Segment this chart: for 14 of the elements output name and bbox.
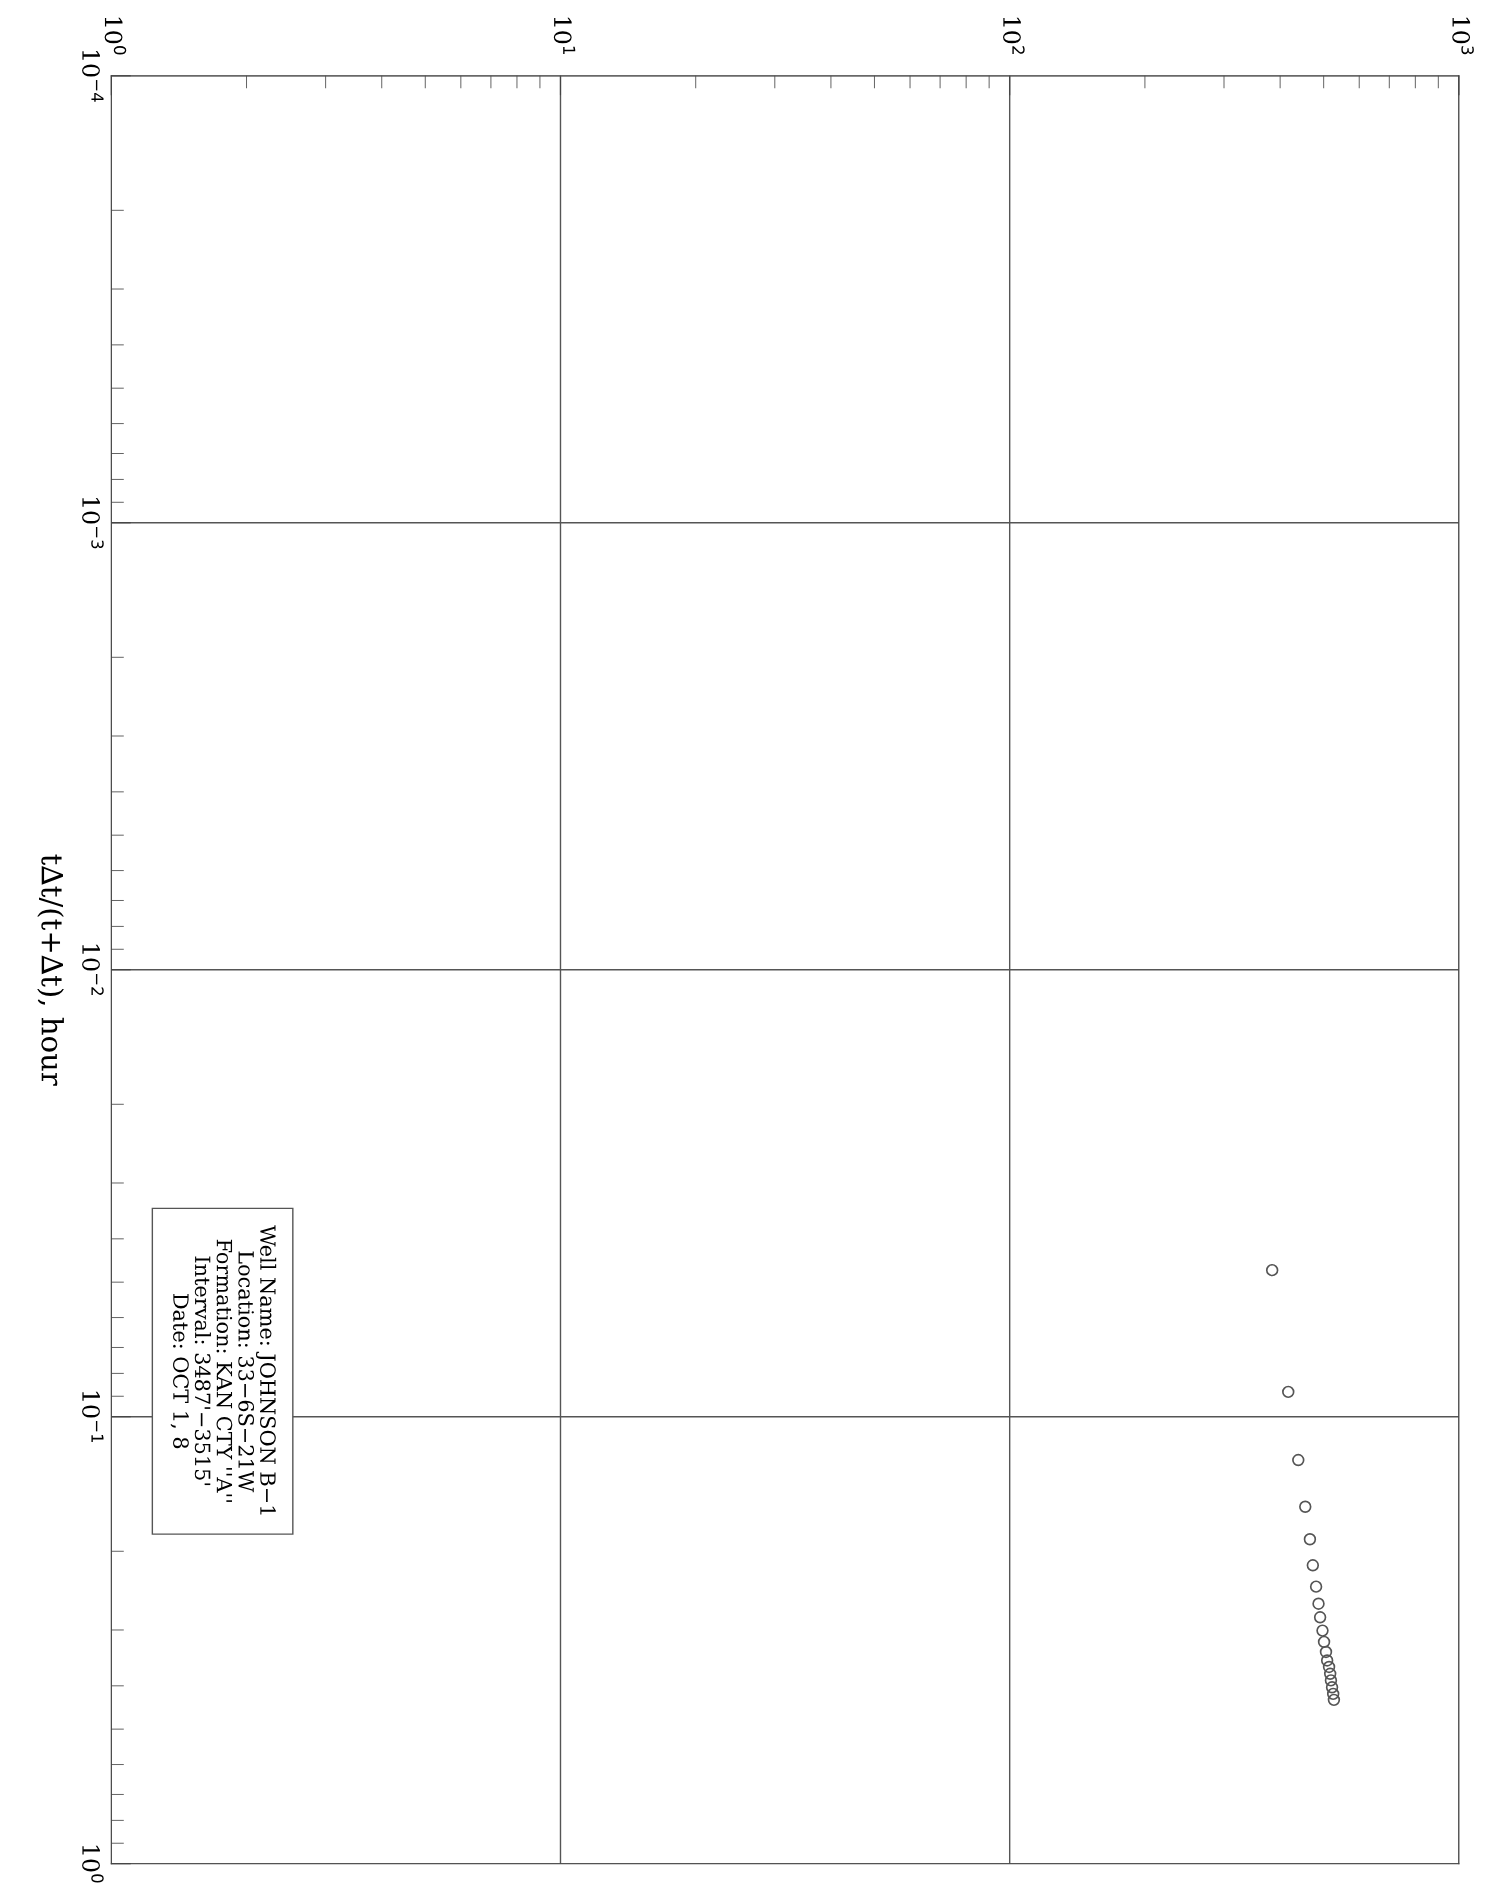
y-tick-label: 10$^{0}$ xyxy=(82,1845,104,1883)
y-tick-label: 10$^{−2}$ xyxy=(82,944,104,995)
y-tick-label: 10$^{−4}$ xyxy=(82,50,104,102)
y-axis-title: t∆t/(t+∆t), hour xyxy=(37,854,64,1086)
annotation: Location: 33−6S−21W xyxy=(238,1251,255,1493)
x-tick-label: 10$^{1}$ xyxy=(553,17,576,55)
annotation: Date: OCT 1, 8 xyxy=(170,1294,189,1449)
y-tick-label: 10$^{−3}$ xyxy=(82,497,104,549)
x-tick-label: 10$^{3}$ xyxy=(1452,17,1474,55)
y-tick-label: 10$^{−1}$ xyxy=(82,1391,104,1443)
annotation: Interval: 3487'−3515' xyxy=(194,1256,211,1486)
annotation: Formation: KAN CTY ''A'' xyxy=(216,1239,233,1502)
annotation: Well Name: JOHNSON B−1 xyxy=(256,1225,277,1515)
x-tick-label: 10$^{2}$ xyxy=(1003,17,1025,54)
